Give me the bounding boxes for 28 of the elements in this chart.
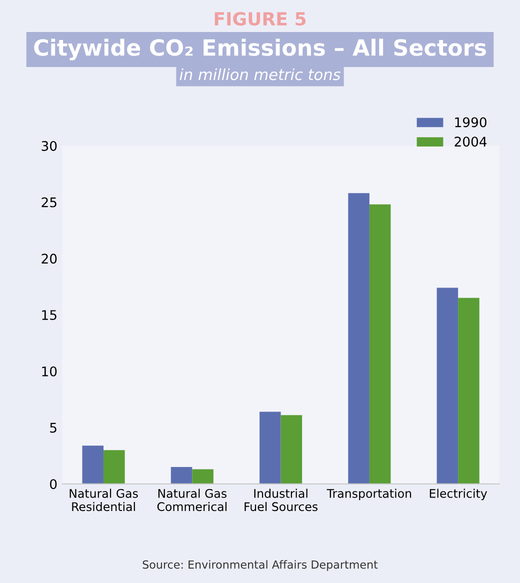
bar — [82, 446, 104, 484]
y-tick-label: 5 — [50, 422, 56, 433]
y-tick-label: 20 — [42, 254, 57, 264]
y-tick-label: 15 — [42, 310, 56, 320]
x-tick-label: Industrial Fuel Sources — [244, 488, 318, 512]
bar — [260, 412, 281, 484]
chart-title: Citywide CO₂ Emissions – All Sectors — [34, 38, 486, 60]
bar — [280, 415, 302, 484]
source-note: Source: Environmental Affairs Department — [142, 560, 378, 571]
bar — [104, 450, 125, 484]
y-tick-label: 10 — [42, 366, 57, 376]
y-tick-label: 30 — [42, 140, 57, 151]
bar — [192, 469, 214, 484]
bar — [458, 298, 480, 484]
y-tick-label: 25 — [42, 197, 56, 208]
x-tick-label: Natural Gas Residential — [70, 488, 138, 512]
y-tick-label: 0 — [50, 479, 57, 490]
legend-label: 1990 — [455, 117, 486, 128]
legend-label: 2004 — [454, 136, 487, 147]
bar — [348, 193, 370, 484]
x-tick-label: Transportation — [326, 488, 412, 500]
caption: FIGURE 5 — [214, 12, 306, 26]
bar — [170, 466, 192, 484]
chart-subtitle: in million metric tons — [180, 68, 340, 80]
bar — [436, 288, 458, 484]
x-tick-label: Natural Gas Commerical — [157, 488, 227, 512]
bar — [369, 204, 391, 484]
x-tick-label: Electricity — [430, 488, 488, 500]
